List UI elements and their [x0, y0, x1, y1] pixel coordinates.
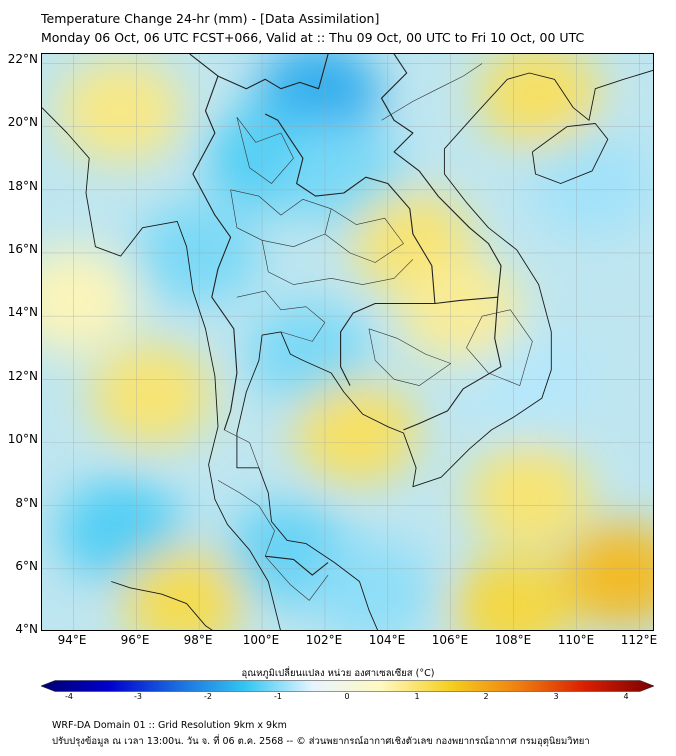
- coastline: [111, 581, 213, 630]
- country-border: [340, 302, 435, 386]
- colorbar-tick: 4: [623, 692, 629, 701]
- lon-label-102e: 102°E: [305, 633, 343, 647]
- lat-label-4n: 4°N: [15, 622, 38, 636]
- colorbar-title: อุณหภูมิเปลี่ยนแปลง หน่วย องศาเซลเซียส (…: [241, 668, 435, 679]
- map-panel: [41, 53, 654, 631]
- province-boundary: [236, 117, 294, 184]
- lat-label-22n: 22°N: [7, 52, 38, 66]
- anomaly-blob: [476, 54, 601, 148]
- colorbar-tick: 2: [483, 692, 489, 701]
- lon-label-106e: 106°E: [431, 633, 469, 647]
- lat-label-6n: 6°N: [15, 559, 38, 573]
- model-info: WRF-DA Domain 01 :: Grid Resolution 9km …: [52, 720, 287, 731]
- map-canvas: [42, 54, 653, 630]
- country-border: [189, 54, 329, 90]
- map-title: Temperature Change 24-hr (mm) - [Data As…: [41, 11, 380, 26]
- colorbar-tick: -3: [134, 692, 142, 701]
- map-subtitle: Monday 06 Oct, 06 UTC FCST+066, Valid at…: [41, 30, 585, 45]
- anomaly-blob: [310, 538, 435, 630]
- lon-label-108e: 108°E: [494, 633, 532, 647]
- update-credit: ปรับปรุงข้อมูล ณ เวลา 13:00น. วัน จ. ที่…: [52, 736, 590, 747]
- lat-label-14n: 14°N: [7, 305, 38, 319]
- lon-label-112e: 112°E: [620, 633, 658, 647]
- lat-label-16n: 16°N: [7, 242, 38, 256]
- colorbar-tick: 0: [344, 692, 350, 701]
- country-border: [264, 113, 436, 304]
- lon-label-100e: 100°E: [242, 633, 280, 647]
- anomaly-blob: [467, 444, 592, 549]
- coastlines: [42, 69, 653, 630]
- lat-label-10n: 10°N: [7, 432, 38, 446]
- colorbar-tick: 3: [553, 692, 559, 701]
- lat-lon-gridlines: [42, 54, 653, 630]
- province-boundary: [324, 208, 404, 263]
- lon-label-96e: 96°E: [120, 633, 150, 647]
- anomaly-blob: [530, 131, 653, 236]
- lat-label-20n: 20°N: [7, 115, 38, 129]
- anomaly-blob: [294, 381, 419, 486]
- anomaly-blob: [90, 343, 215, 448]
- province-boundary: [224, 429, 260, 468]
- coastline: [42, 107, 281, 630]
- country-border: [403, 296, 502, 431]
- province-boundary: [236, 290, 326, 342]
- province-boundaries: [217, 63, 533, 601]
- coastline: [531, 123, 609, 184]
- colorbar-tick: -2: [204, 692, 212, 701]
- anomaly-blob: [278, 122, 403, 227]
- province-boundary: [217, 480, 329, 601]
- lon-label-110e: 110°E: [557, 633, 595, 647]
- province-boundary: [381, 63, 483, 121]
- lat-label-12n: 12°N: [7, 369, 38, 383]
- coastline: [236, 69, 653, 630]
- province-boundary: [466, 309, 533, 386]
- colorbar: [41, 680, 654, 692]
- lon-label-94e: 94°E: [57, 633, 87, 647]
- anomaly-blob: [247, 302, 372, 407]
- anomaly-blob: [42, 248, 136, 353]
- temperature-anomaly-field: [42, 54, 653, 630]
- country-borders: [189, 54, 502, 576]
- anomaly-blob: [58, 58, 183, 163]
- lat-label-18n: 18°N: [7, 179, 38, 193]
- province-boundary: [368, 328, 452, 386]
- country-border: [380, 54, 502, 298]
- country-border: [192, 75, 238, 431]
- lon-label-104e: 104°E: [368, 633, 406, 647]
- province-boundary: [230, 189, 332, 247]
- anomaly-blob: [561, 523, 653, 628]
- lon-label-98e: 98°E: [183, 633, 213, 647]
- colorbar-tick: -4: [65, 692, 73, 701]
- lat-label-8n: 8°N: [15, 496, 38, 510]
- country-border: [265, 555, 329, 576]
- colorbar-tick: 1: [414, 692, 420, 701]
- province-boundary: [261, 240, 414, 285]
- colorbar-tick: -1: [274, 692, 282, 701]
- anomaly-blob: [398, 257, 523, 362]
